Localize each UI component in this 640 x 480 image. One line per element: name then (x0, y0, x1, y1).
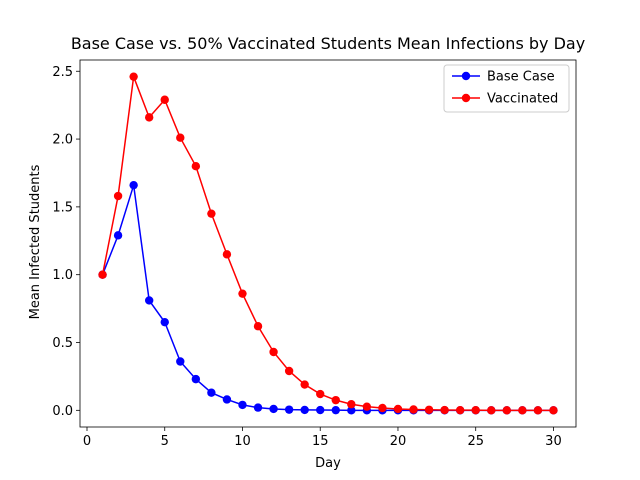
series-0-point (191, 374, 201, 384)
series-0-point (144, 296, 154, 305)
series-1-point (393, 404, 403, 414)
x-tick-label: 25 (467, 434, 484, 449)
legend: Base Case Vaccinated (443, 64, 570, 113)
series-1-point (424, 405, 434, 414)
x-axis-ticks: 0 5 10 15 20 25 30 (83, 427, 562, 449)
y-tick-label: 0.5 (52, 336, 73, 351)
series-0-point (284, 405, 294, 414)
x-tick-label: 30 (545, 434, 562, 449)
series-1-point (300, 380, 309, 389)
legend-marker-0 (461, 71, 471, 81)
series-1-point (238, 289, 247, 298)
series-0-point (238, 400, 247, 410)
series-1-point (129, 72, 138, 81)
x-tick-label: 10 (234, 434, 251, 449)
series-1-point (455, 405, 465, 415)
legend-label-1: Vaccinated (487, 92, 558, 107)
plot-area (79, 59, 577, 428)
series-1-point (533, 406, 543, 415)
series-1-point (331, 395, 340, 405)
series-1-point (502, 406, 512, 415)
y-tick-label: 1.0 (52, 268, 73, 283)
x-tick-label: 0 (83, 434, 91, 449)
series-1-point (440, 405, 449, 415)
y-axis-ticks: 0.0 0.5 1.0 1.5 2.0 2.5 (52, 65, 80, 419)
series-1-point (362, 402, 372, 411)
series-1-point (191, 161, 201, 171)
series-1-point (160, 95, 169, 104)
series-1-point (207, 209, 216, 218)
series-0-point (331, 405, 340, 415)
x-tick-label: 5 (161, 434, 169, 449)
series-1-point (549, 406, 558, 415)
series-1-point (487, 406, 496, 415)
series-0-point (176, 357, 185, 366)
series-1-point (269, 347, 278, 357)
series-1-point (284, 366, 294, 376)
series-1-point (98, 270, 107, 279)
series-1-point (471, 405, 480, 415)
series-0-point (113, 231, 123, 240)
y-tick-label: 1.5 (52, 200, 73, 215)
series-0-point (160, 317, 169, 327)
y-tick-label: 2.0 (52, 133, 73, 148)
series-0-point (300, 405, 309, 415)
series-1-point (176, 133, 185, 142)
series-1-point (409, 405, 418, 414)
series-1-point (378, 403, 387, 413)
series-0-point (222, 395, 232, 404)
series-0-point (269, 404, 278, 414)
series-0-point (129, 180, 138, 190)
series-0-point (316, 405, 325, 415)
series-0-point (253, 403, 263, 412)
series-1-point (316, 389, 325, 399)
x-tick-label: 15 (312, 434, 329, 449)
axes-frame (79, 59, 577, 428)
series-1-point (518, 406, 527, 415)
legend-marker-1 (461, 93, 471, 103)
series-1-point (222, 250, 232, 259)
series-0-point (347, 406, 356, 415)
series-0-point (207, 388, 216, 397)
series-1-point (113, 191, 123, 201)
series-1-point (347, 400, 356, 409)
legend-label-0: Base Case (487, 70, 555, 85)
series-1-point (144, 113, 154, 122)
y-axis-label: Mean Infected Students (28, 164, 43, 319)
x-tick-label: 20 (390, 434, 407, 449)
chart-title: Base Case vs. 50% Vaccinated Students Me… (71, 34, 585, 53)
y-tick-label: 0.0 (52, 404, 73, 419)
y-tick-label: 2.5 (52, 65, 73, 80)
x-axis-label: Day (315, 456, 341, 471)
series-1-point (253, 322, 263, 331)
